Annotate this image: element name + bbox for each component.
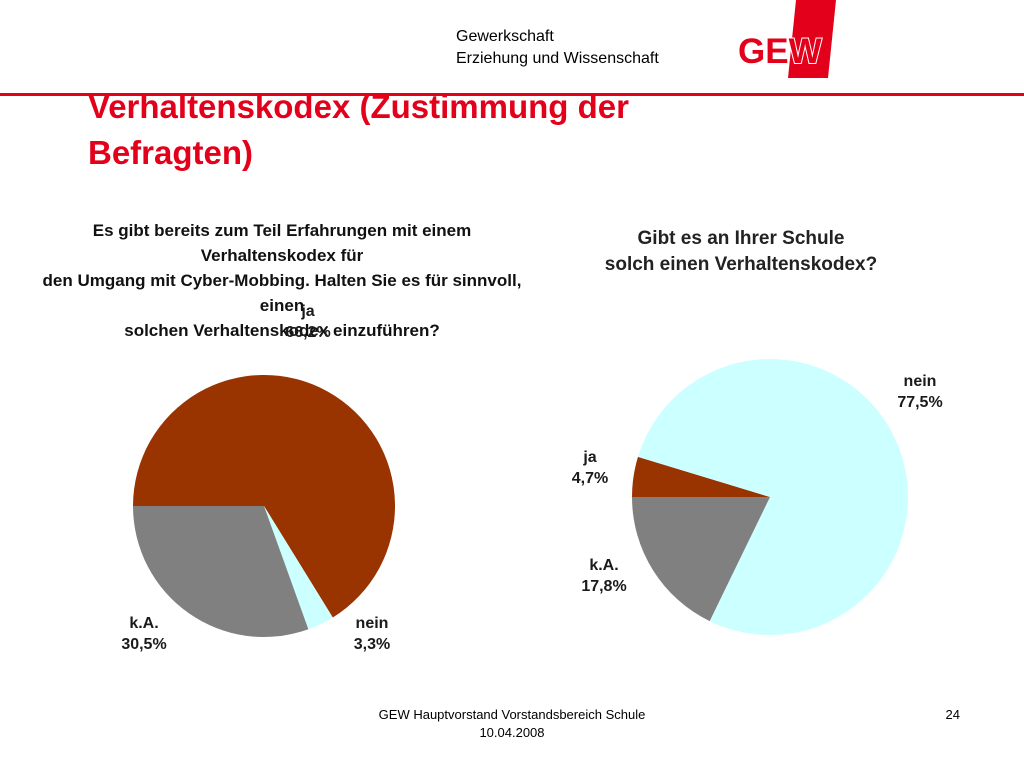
chart-title-left-line: Es gibt bereits zum Teil Erfahrungen mit… bbox=[92, 221, 472, 265]
slice-label-nein: nein 77,5% bbox=[897, 373, 942, 411]
pie-slice-k-a bbox=[133, 506, 309, 638]
pie-slice-ja bbox=[632, 456, 770, 497]
slice-label-ja: ja 4,7% bbox=[572, 449, 608, 487]
chart-title-right: Gibt es an Ihrer Schule solch einen Verh… bbox=[546, 226, 936, 278]
slice-label-k-a: k.A. 30,5% bbox=[121, 615, 166, 653]
pie-slice-ja bbox=[133, 375, 395, 618]
chart-title-right-line: solch einen Verhaltenskodex? bbox=[604, 254, 878, 275]
footer: GEW Hauptvorstand Vorstandsbereich Schul… bbox=[312, 706, 712, 742]
chart-title-left-line: den Umgang mit Cyber-Mobbing. Halten Sie… bbox=[42, 271, 522, 315]
footer-date: 10.04.2008 bbox=[479, 725, 545, 740]
slice-label-k-a: k.A. 17,8% bbox=[581, 557, 626, 595]
chart-title-left-line: solchen Verhaltenskodex einzuführen? bbox=[124, 321, 440, 340]
pie-slice-nein bbox=[264, 506, 333, 630]
chart-title-left: Es gibt bereits zum Teil Erfahrungen mit… bbox=[24, 218, 540, 343]
organization-name-line1: Gewerkschaft bbox=[456, 28, 554, 45]
pie-slice-k-a bbox=[632, 497, 770, 622]
slice-label-ja: ja 66,2% bbox=[285, 303, 330, 341]
header-divider bbox=[0, 93, 1024, 96]
pie-slice-nein bbox=[637, 358, 908, 635]
organization-name: Gewerkschaft Erziehung und Wissenschaft bbox=[456, 26, 659, 70]
chart-title-right-line: Gibt es an Ihrer Schule bbox=[637, 228, 845, 249]
gew-logo: GEW bbox=[737, 0, 836, 78]
page-number: 24 bbox=[945, 707, 960, 722]
footer-line1: GEW Hauptvorstand Vorstandsbereich Schul… bbox=[378, 707, 646, 722]
slice-label-nein: nein 3,3% bbox=[354, 615, 390, 653]
gew-logo-text: GEW bbox=[738, 32, 822, 71]
slide-title: Verhaltenskodex (Zustimmung der Befragte… bbox=[88, 88, 629, 171]
organization-name-line2: Erziehung und Wissenschaft bbox=[456, 50, 659, 67]
